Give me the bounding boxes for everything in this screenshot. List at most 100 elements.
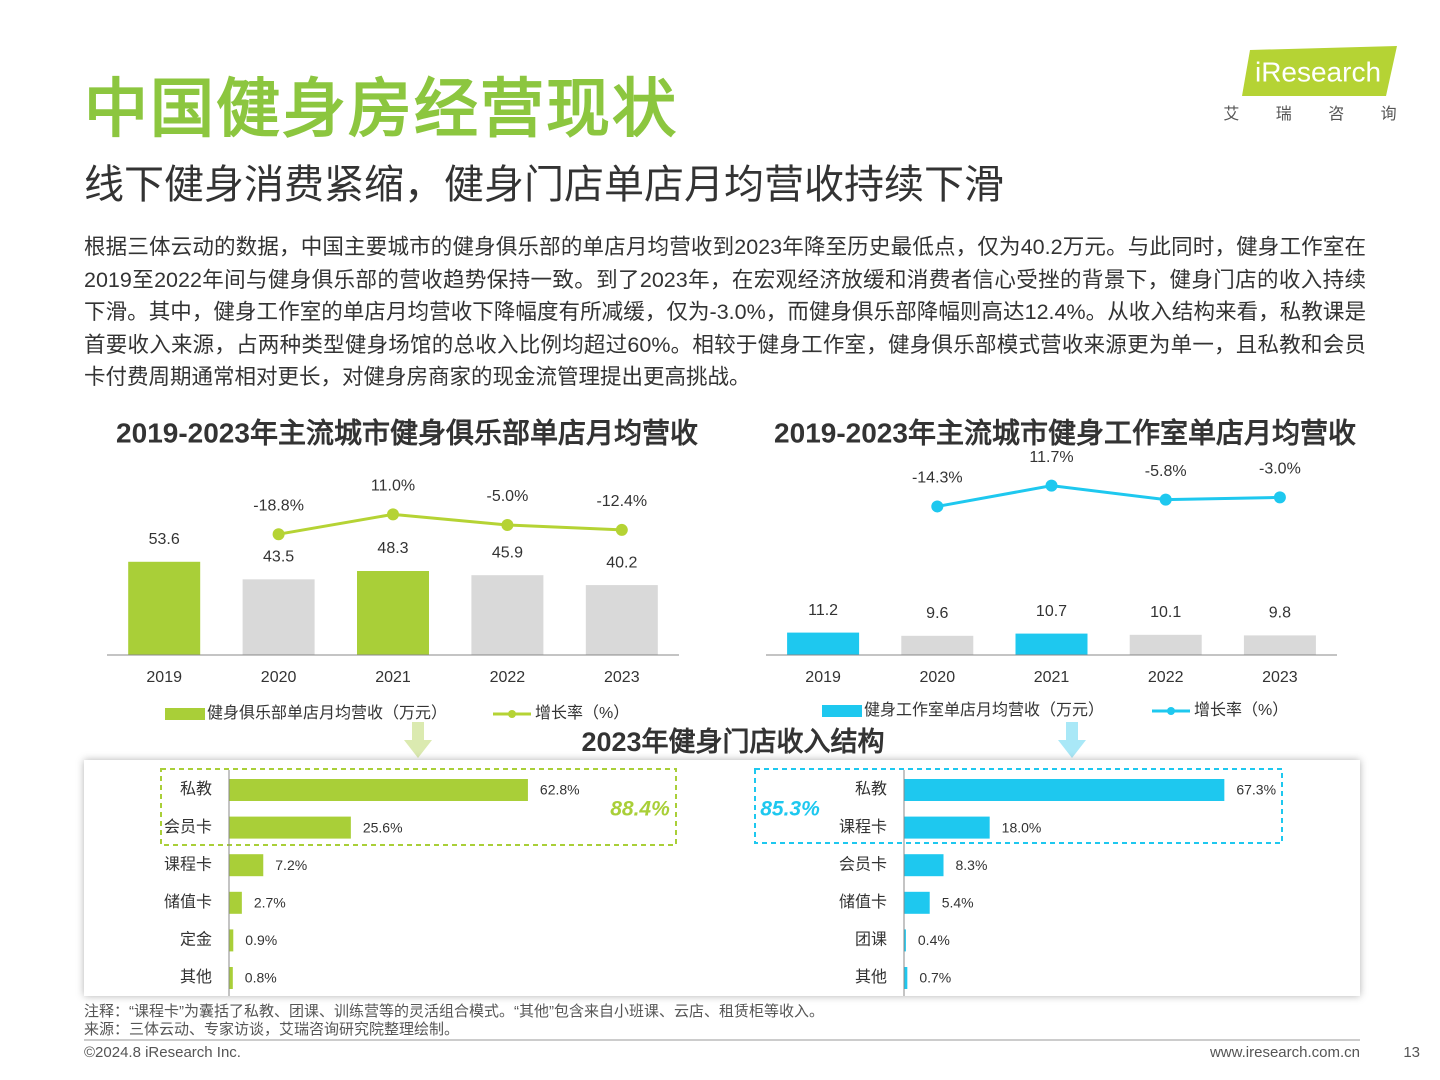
growth-dot	[272, 528, 285, 541]
bar-label: 0.4%	[918, 932, 950, 948]
copyright: ©2024.8 iResearch Inc.	[84, 1044, 241, 1061]
x-tick-label: 2023	[604, 669, 640, 686]
page-number: 13	[1403, 1044, 1420, 1061]
category-label: 会员卡	[839, 855, 887, 873]
growth-dot	[387, 508, 399, 521]
category-label: 私教	[180, 780, 212, 798]
x-tick-label: 2019	[805, 669, 841, 686]
bar-label: 10.1	[1150, 604, 1181, 621]
bar	[229, 779, 528, 801]
legend-label: 增长率（%）	[535, 704, 629, 722]
bar	[229, 854, 264, 877]
bar-label: 2.7%	[254, 895, 286, 911]
legend-dot	[1167, 707, 1175, 715]
arrow	[1058, 722, 1086, 758]
annotation: 88.4%	[610, 798, 670, 821]
chart-title: 2019-2023年主流城市健身工作室单店月均营收	[774, 416, 1356, 448]
category-label: 课程卡	[839, 818, 887, 836]
category-label: 会员卡	[164, 818, 212, 836]
legend-label: 健身工作室单店月均营收（万元）	[864, 701, 1104, 719]
bar-label: 45.9	[492, 544, 523, 561]
bar	[901, 635, 974, 655]
bar	[229, 967, 233, 989]
bar	[787, 632, 860, 655]
x-tick-label: 2022	[490, 669, 526, 686]
bar-label: 43.5	[263, 549, 294, 566]
category-label: 定金	[180, 931, 212, 949]
category-label: 其他	[180, 968, 212, 986]
arrows	[404, 722, 1086, 758]
legend-swatch	[822, 705, 862, 717]
bar	[242, 579, 315, 655]
bar	[904, 816, 990, 839]
arrow	[404, 722, 432, 758]
category-label: 课程卡	[164, 855, 212, 873]
x-tick-label: 2019	[146, 669, 182, 686]
legend-swatch	[165, 708, 205, 720]
bar-label: 11.2	[808, 602, 838, 619]
growth-dot	[1159, 493, 1172, 506]
growth-label: -5.0%	[487, 488, 529, 505]
logo-shape	[1242, 46, 1397, 96]
legend-label: 增长率（%）	[1194, 701, 1288, 719]
growth-label: 11.0%	[371, 478, 415, 495]
bar	[904, 854, 944, 877]
x-tick-label: 2021	[1034, 669, 1070, 686]
growth-dot	[931, 500, 944, 513]
bar	[904, 891, 930, 914]
growth-dot	[1273, 491, 1286, 504]
growth-label: -18.8%	[253, 497, 304, 514]
bar-label: 7.2%	[275, 857, 307, 873]
x-tick-label: 2020	[920, 669, 956, 686]
page-subtitle: 线下健身消费紧缩，健身门店单店月均营收持续下滑	[84, 163, 1004, 207]
x-tick-label: 2020	[261, 669, 297, 686]
growth-label: -3.0%	[1259, 461, 1301, 478]
category-label: 其他	[855, 968, 887, 986]
bar-label: 9.6	[926, 605, 948, 622]
bar-label: 8.3%	[956, 857, 988, 873]
footnote: 注释：“课程卡”为囊括了私教、团课、训练营等的灵活组合模式。“其他”包含来自小班…	[84, 1002, 824, 1020]
bar-label: 5.4%	[942, 895, 974, 911]
x-tick-label: 2022	[1148, 669, 1184, 686]
chart-title: 2019-2023年主流城市健身俱乐部单店月均营收	[116, 416, 698, 448]
bar	[229, 891, 242, 914]
growth-label: -5.8%	[1145, 463, 1187, 480]
bar	[471, 575, 544, 655]
category-label: 团课	[855, 931, 887, 949]
url: www.iresearch.com.cn	[1209, 1044, 1360, 1061]
logo: iResearch 艾 瑞 咨 询	[1223, 46, 1412, 123]
bar-label: 62.8%	[540, 782, 580, 798]
growth-line	[278, 512, 622, 536]
chart-title: 2023年健身门店收入结构	[581, 726, 884, 757]
growth-dot	[501, 519, 514, 531]
bar-label: 0.8%	[245, 970, 277, 986]
growth-label: -12.4%	[596, 493, 647, 510]
bar	[904, 967, 908, 989]
category-label: 储值卡	[839, 893, 887, 911]
bar	[1015, 633, 1088, 655]
source: 来源：三体云动、专家访谈，艾瑞咨询研究院整理绘制。	[84, 1020, 459, 1038]
bar-label: 0.9%	[245, 932, 277, 948]
bar	[357, 571, 429, 655]
category-label: 私教	[855, 780, 887, 798]
logo-cn: 艾 瑞 咨 询	[1223, 105, 1412, 123]
bar-label: 10.7	[1036, 603, 1067, 620]
page-title: 中国健身房经营现状	[84, 73, 678, 145]
category-label: 储值卡	[164, 893, 212, 911]
x-tick-label: 2023	[1262, 669, 1298, 686]
bar	[1243, 635, 1316, 655]
bar-label: 9.8	[1269, 605, 1291, 622]
annotation: 85.3%	[760, 798, 820, 821]
body-text: 根据三体云动的数据，中国主要城市的健身俱乐部的单店月均营收到2023年降至历史最…	[84, 235, 1366, 389]
bar-label: 25.6%	[363, 819, 403, 835]
growth-dot	[615, 523, 628, 536]
legend-dot	[508, 710, 516, 718]
bar	[229, 929, 234, 952]
bar	[904, 779, 1225, 801]
highlight-box	[754, 768, 1283, 844]
bar-label: 0.7%	[919, 970, 951, 986]
growth-label: -14.3%	[912, 470, 963, 487]
bar-label: 18.0%	[1002, 819, 1042, 835]
